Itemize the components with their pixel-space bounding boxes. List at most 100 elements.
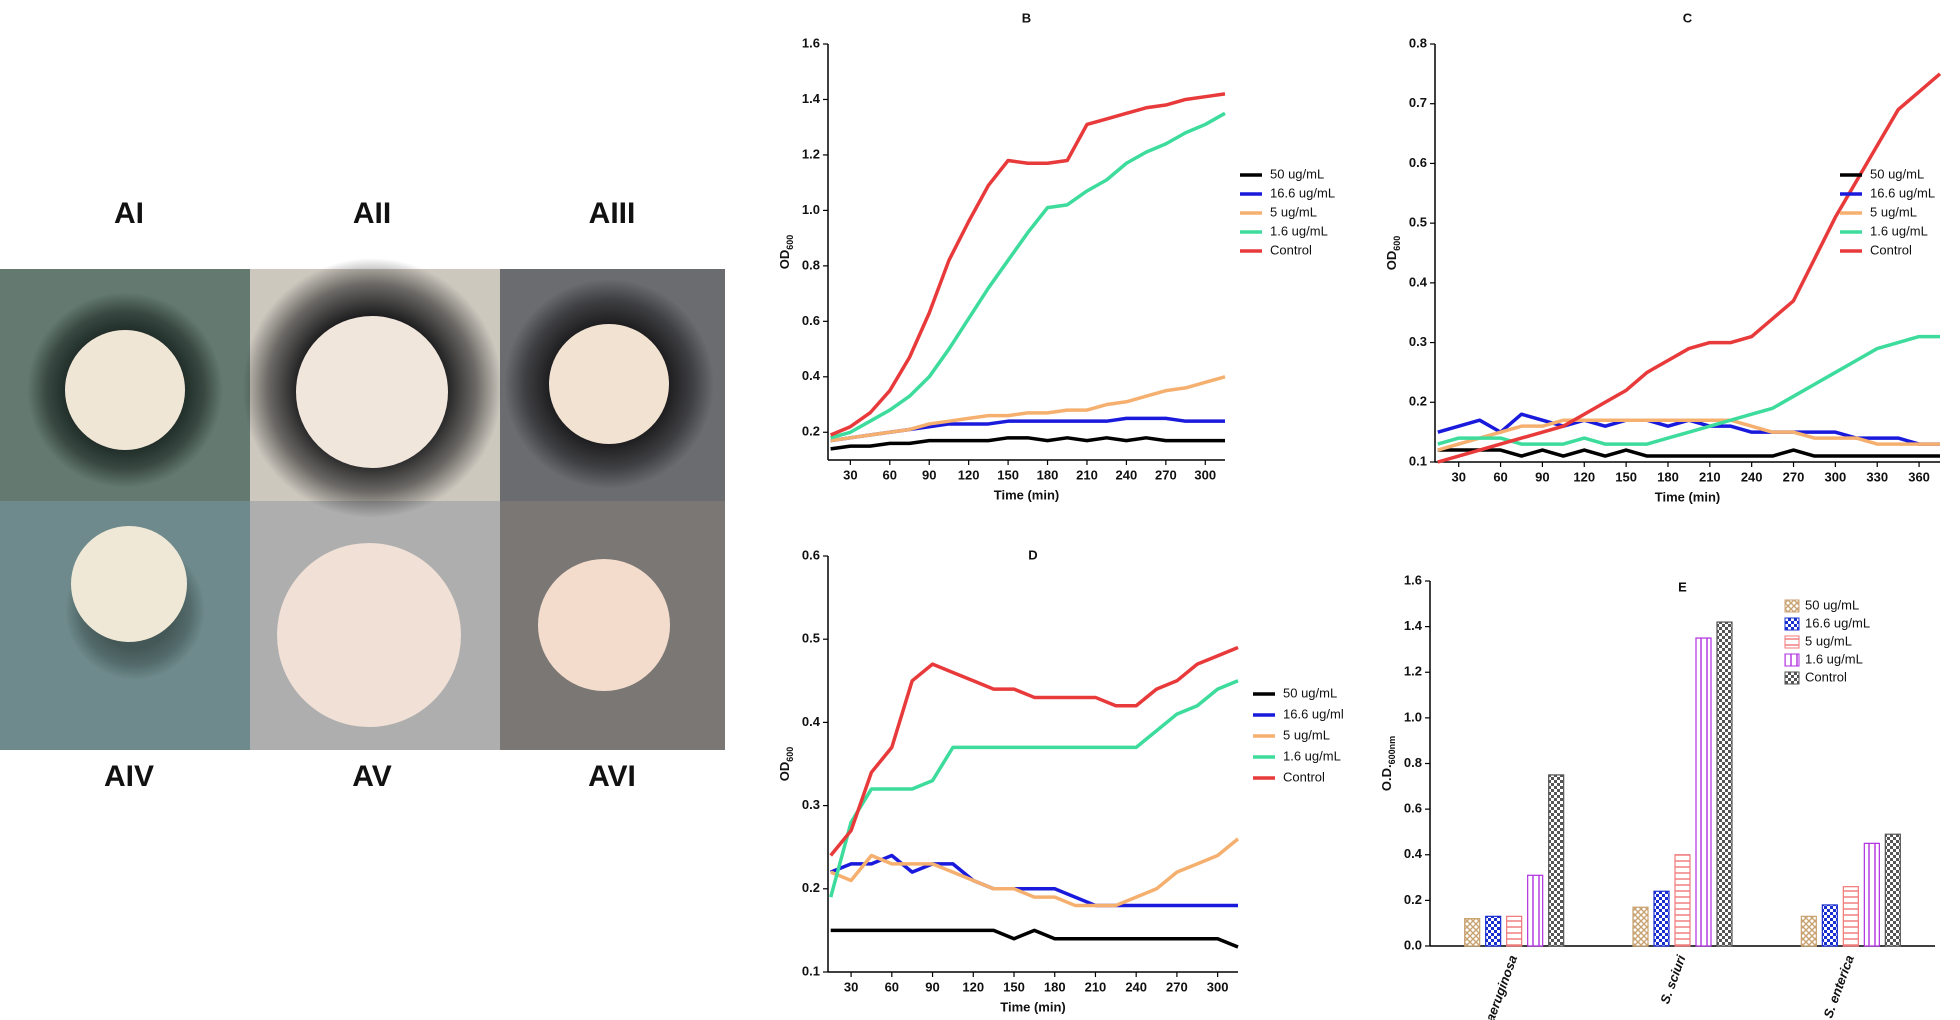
legend-label: 1.6 ug/mL bbox=[1270, 223, 1328, 238]
x-axis-label: Time (min) bbox=[1655, 489, 1721, 504]
bar bbox=[1548, 774, 1565, 947]
disc bbox=[71, 526, 187, 642]
data-line bbox=[830, 111, 1226, 440]
disc bbox=[277, 543, 461, 727]
y-axis-label-main: OD bbox=[777, 250, 792, 270]
y-axis-label-main: OD bbox=[1384, 251, 1399, 271]
chart-title: D bbox=[1028, 547, 1037, 562]
y-tick-label: 1.6 bbox=[802, 35, 820, 50]
data-line bbox=[829, 645, 1239, 857]
y-tick-label: 0.2 bbox=[802, 424, 820, 439]
photo-label: AIV bbox=[104, 760, 154, 793]
y-tick-label: 1.0 bbox=[802, 202, 820, 217]
data-line bbox=[830, 853, 1238, 908]
legend-swatch bbox=[1784, 653, 1800, 667]
photo-label: AV bbox=[352, 760, 391, 793]
y-tick-label: 0.2 bbox=[802, 880, 820, 895]
chart-title: B bbox=[1022, 10, 1031, 25]
y-axis-label-sub: 600 bbox=[785, 235, 795, 250]
bar bbox=[1632, 906, 1649, 947]
disc bbox=[296, 316, 448, 468]
y-tick-label: 1.4 bbox=[802, 91, 821, 106]
disc bbox=[65, 330, 185, 450]
bar bbox=[1842, 886, 1859, 947]
chart-title: C bbox=[1683, 10, 1693, 25]
legend-label: 16.6 ug/mL bbox=[1805, 615, 1870, 630]
bar bbox=[1884, 833, 1901, 947]
photo-label: AIII bbox=[589, 197, 636, 230]
y-tick-label: 0.1 bbox=[802, 963, 820, 978]
disc bbox=[538, 559, 670, 691]
y-tick-label: 0.2 bbox=[1404, 892, 1422, 907]
data-line bbox=[1437, 448, 1940, 458]
bar bbox=[1695, 637, 1712, 947]
y-tick-label: 0.7 bbox=[1409, 95, 1427, 110]
photo-panel bbox=[0, 258, 725, 750]
legend-label: 50 ug/mL bbox=[1283, 685, 1337, 700]
legend-label: 1.6 ug/mL bbox=[1283, 748, 1341, 763]
legend-label: 50 ug/mL bbox=[1870, 166, 1924, 181]
y-tick-label: 1.6 bbox=[1404, 572, 1422, 587]
bar bbox=[1506, 915, 1523, 947]
y-tick-label: 0.8 bbox=[1404, 755, 1422, 770]
y-tick-label: 0.5 bbox=[1409, 215, 1427, 230]
bar bbox=[1863, 842, 1880, 947]
x-tick-label: 270 bbox=[1166, 979, 1188, 994]
photo-label: AVI bbox=[588, 760, 636, 793]
x-tick-label: 30 bbox=[1451, 469, 1465, 484]
x-tick-label: 150 bbox=[997, 467, 1019, 482]
y-axis-label-main: O.D. bbox=[1379, 764, 1394, 791]
bar bbox=[1716, 621, 1733, 947]
x-tick-label: 210 bbox=[1085, 979, 1107, 994]
y-tick-label: 0.0 bbox=[1404, 937, 1422, 952]
y-axis-label-sub: 600nm bbox=[1387, 736, 1397, 765]
y-tick-label: 0.4 bbox=[802, 714, 821, 729]
legend-label: Control bbox=[1270, 242, 1312, 257]
y-tick-label: 1.2 bbox=[1404, 664, 1422, 679]
x-tick-label: 360 bbox=[1908, 469, 1930, 484]
x-tick-label: 210 bbox=[1699, 469, 1721, 484]
legend-label: 1.6 ug/mL bbox=[1805, 651, 1863, 666]
x-tick-label: 30 bbox=[843, 467, 857, 482]
legend-swatch bbox=[1784, 635, 1800, 649]
x-tick-label: 90 bbox=[922, 467, 936, 482]
x-tick-label: 240 bbox=[1116, 467, 1138, 482]
x-tick-label: 120 bbox=[958, 467, 980, 482]
x-tick-label: 60 bbox=[883, 467, 897, 482]
data-line bbox=[1437, 418, 1940, 452]
data-line bbox=[829, 92, 1226, 437]
legend-label: Control bbox=[1805, 669, 1847, 684]
bar bbox=[1527, 874, 1544, 947]
y-axis-label-main: OD bbox=[777, 762, 792, 782]
x-tick-label: 270 bbox=[1783, 469, 1805, 484]
y-axis-label: OD600 bbox=[777, 747, 795, 782]
y-tick-label: 0.4 bbox=[1404, 846, 1423, 861]
legend-label: 16.6 ug/mL bbox=[1870, 185, 1935, 200]
x-tick-label: 240 bbox=[1125, 979, 1147, 994]
legend-swatch bbox=[1784, 599, 1800, 613]
legend-label: 16.6 ug/mL bbox=[1270, 185, 1335, 200]
legend-label: 5 ug/mL bbox=[1270, 204, 1317, 219]
x-tick-label: 240 bbox=[1741, 469, 1763, 484]
legend-label: Control bbox=[1283, 769, 1325, 784]
x-tick-label: 30 bbox=[844, 979, 858, 994]
x-tick-label: 300 bbox=[1207, 979, 1229, 994]
x-tick-label: 300 bbox=[1194, 467, 1216, 482]
chart-title: E bbox=[1678, 579, 1687, 594]
bar bbox=[1485, 915, 1502, 947]
y-tick-label: 1.2 bbox=[802, 146, 820, 161]
x-tick-label: P. aeruginosa bbox=[1478, 953, 1521, 1020]
legend-label: 50 ug/mL bbox=[1270, 166, 1324, 181]
x-tick-label: 180 bbox=[1044, 979, 1066, 994]
legend-label: 5 ug/mL bbox=[1283, 727, 1330, 742]
y-tick-label: 0.6 bbox=[802, 547, 820, 562]
y-axis-label-sub: 600 bbox=[785, 747, 795, 762]
bar bbox=[1653, 890, 1670, 947]
legend-label: 50 ug/mL bbox=[1805, 597, 1859, 612]
data-line bbox=[1437, 334, 1940, 446]
data-line bbox=[830, 375, 1226, 443]
bar bbox=[1464, 918, 1481, 947]
y-tick-label: 0.1 bbox=[1409, 453, 1427, 468]
y-tick-label: 0.5 bbox=[802, 631, 820, 646]
